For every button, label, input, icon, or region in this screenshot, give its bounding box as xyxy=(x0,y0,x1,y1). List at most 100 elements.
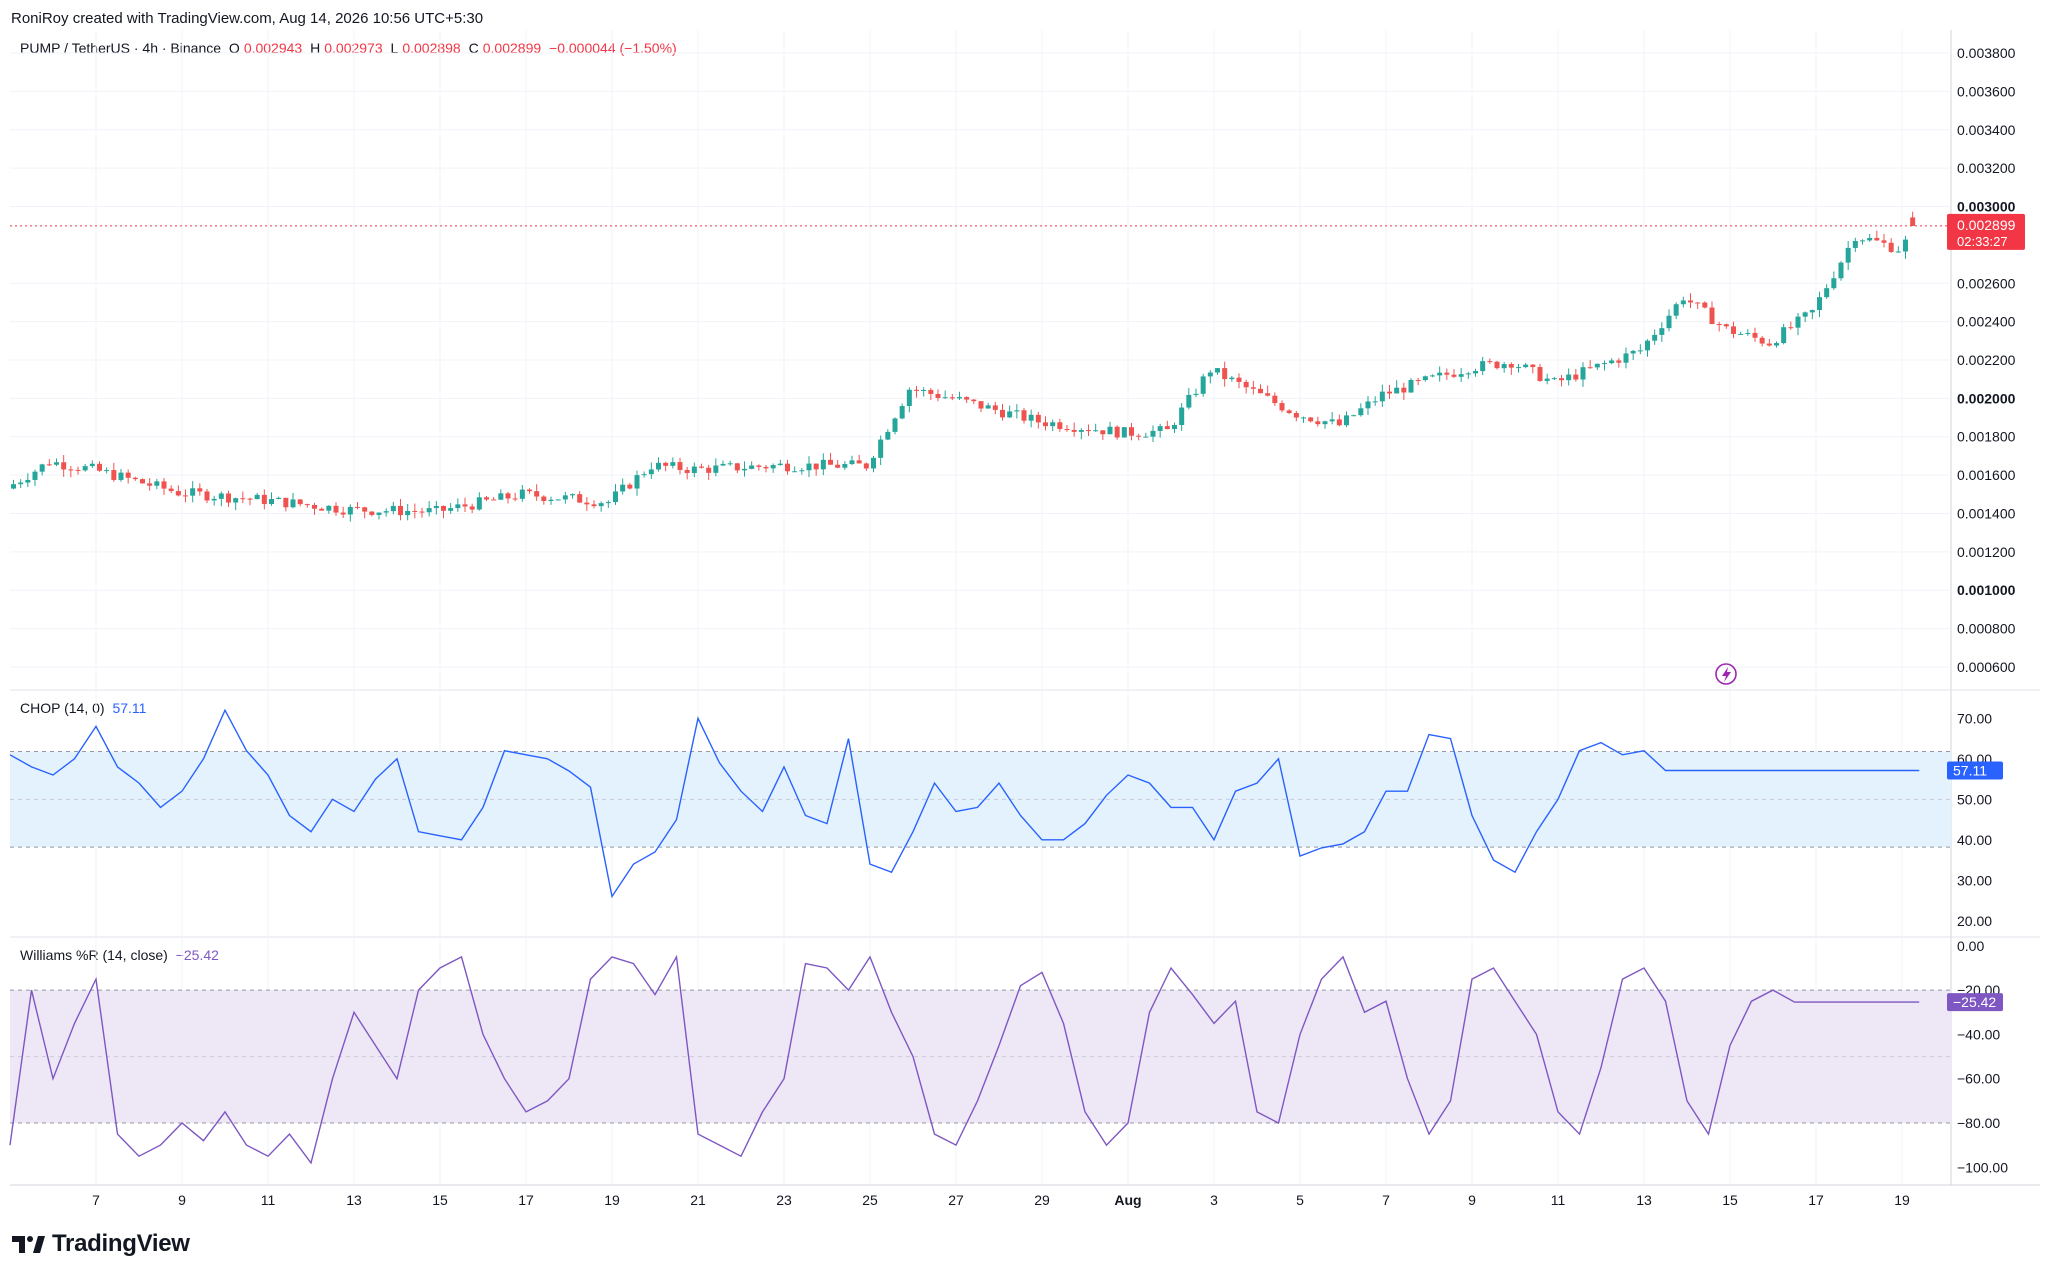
candle-body xyxy=(512,498,518,500)
y-tick-label: 0.003400 xyxy=(1957,122,2016,138)
candle-body xyxy=(1831,278,1837,289)
candle-body xyxy=(1215,368,1220,373)
candle-body xyxy=(1860,240,1865,242)
candle-body xyxy=(1881,240,1887,243)
y-tick-label: 0.001000 xyxy=(1957,582,2016,598)
candle-body xyxy=(398,505,403,516)
candle-body xyxy=(892,418,898,432)
candle-body xyxy=(226,493,231,503)
candle-body xyxy=(89,463,95,467)
candle-body xyxy=(519,489,525,499)
candle-body xyxy=(340,512,346,515)
candle-body xyxy=(1695,302,1701,304)
candle-body xyxy=(1623,353,1629,363)
candle-body xyxy=(949,397,955,399)
candle-body xyxy=(1265,393,1271,396)
candle-body xyxy=(1007,411,1013,418)
candle-body xyxy=(562,495,568,500)
chop-value: 57.11 xyxy=(112,700,147,716)
candle-body xyxy=(670,462,676,466)
candle-body xyxy=(1845,247,1851,263)
candle-body xyxy=(627,484,633,489)
candle-body xyxy=(1358,408,1364,416)
candle-body xyxy=(1673,304,1679,316)
candle-body xyxy=(1121,427,1127,438)
candle-body xyxy=(1143,436,1149,438)
candle-body xyxy=(1193,393,1199,395)
candle-body xyxy=(190,488,196,496)
candle-body xyxy=(620,484,626,492)
y-tick-label: 0.003000 xyxy=(1957,199,2016,215)
candle-body xyxy=(541,496,547,501)
candle-body xyxy=(878,439,884,458)
candle-body xyxy=(1286,410,1292,414)
last-price-tag xyxy=(1947,213,2025,250)
candle-body xyxy=(1279,403,1285,411)
candle-body xyxy=(25,479,31,483)
y-tick-label: 0.001400 xyxy=(1957,505,2016,521)
candle-body xyxy=(448,508,454,511)
candle-body xyxy=(598,503,604,507)
chart-attribution: RoniRoy created with TradingView.com, Au… xyxy=(11,10,484,27)
candle-body xyxy=(742,468,747,471)
wr-label: Williams %R (14, close) xyxy=(20,947,168,963)
candle-body xyxy=(175,491,181,496)
x-tick-label: 23 xyxy=(776,1192,792,1208)
candle-body xyxy=(1516,367,1521,369)
candle-body xyxy=(1322,421,1328,425)
candle-body xyxy=(1129,427,1134,436)
candle-body xyxy=(785,463,790,472)
candle-body xyxy=(455,504,461,509)
x-tick-label: 15 xyxy=(1722,1192,1738,1208)
candle-body xyxy=(1344,415,1349,426)
wr-y-tick-label: −100.00 xyxy=(1957,1159,2008,1175)
tradingview-brand[interactable]: TradingView xyxy=(12,1230,190,1258)
candle-body xyxy=(412,510,418,512)
candle-body xyxy=(1078,430,1084,432)
x-tick-label: 15 xyxy=(432,1192,448,1208)
candle-body xyxy=(333,505,339,513)
y-tick-label: 0.003200 xyxy=(1957,160,2016,176)
chop-y-tick-label: 70.00 xyxy=(1957,710,1992,726)
chop-value-tag xyxy=(1947,761,2003,780)
chop-line xyxy=(9,708,1920,899)
candle-body xyxy=(125,472,131,478)
candle-body xyxy=(1100,430,1106,435)
candle-body xyxy=(527,489,532,492)
candle-body xyxy=(1401,387,1407,393)
candle-body xyxy=(648,469,654,475)
candle-body xyxy=(1587,367,1593,369)
candle-body xyxy=(211,498,217,501)
lightning-icon xyxy=(1715,663,1737,685)
candle-body xyxy=(1616,360,1622,363)
candle-body xyxy=(1688,300,1693,303)
candle-body xyxy=(54,462,59,465)
x-tick-label: 9 xyxy=(178,1192,186,1208)
candle-body xyxy=(276,497,282,500)
wr-value-tag-text: −25.42 xyxy=(1953,994,1996,1010)
candle-body xyxy=(1186,394,1192,408)
candle-body xyxy=(1888,242,1894,252)
y-tick-label: 0.001800 xyxy=(1957,429,2016,445)
candle-body xyxy=(1107,426,1113,435)
candle-body xyxy=(605,502,611,504)
x-tick-label: 5 xyxy=(1296,1192,1304,1208)
candle-body xyxy=(1437,372,1443,376)
y-tick-label: 0.002000 xyxy=(1957,390,2016,406)
y-tick-label: 0.001200 xyxy=(1957,544,2016,560)
candle-body xyxy=(1759,337,1765,344)
candle-body xyxy=(1523,364,1529,368)
candle-body xyxy=(1430,375,1435,377)
candle-body xyxy=(835,464,841,468)
candle-body xyxy=(347,506,353,515)
tradingview-wordmark: TradingView xyxy=(52,1230,190,1257)
candle-body xyxy=(1795,316,1801,328)
candle-body xyxy=(1501,364,1507,369)
chop-label: CHOP (14, 0) xyxy=(20,700,105,716)
candle-body xyxy=(312,504,317,509)
x-tick-label: 29 xyxy=(1034,1192,1050,1208)
candle-body xyxy=(1451,374,1457,377)
candle-body xyxy=(269,499,274,505)
candle-body xyxy=(885,431,891,440)
